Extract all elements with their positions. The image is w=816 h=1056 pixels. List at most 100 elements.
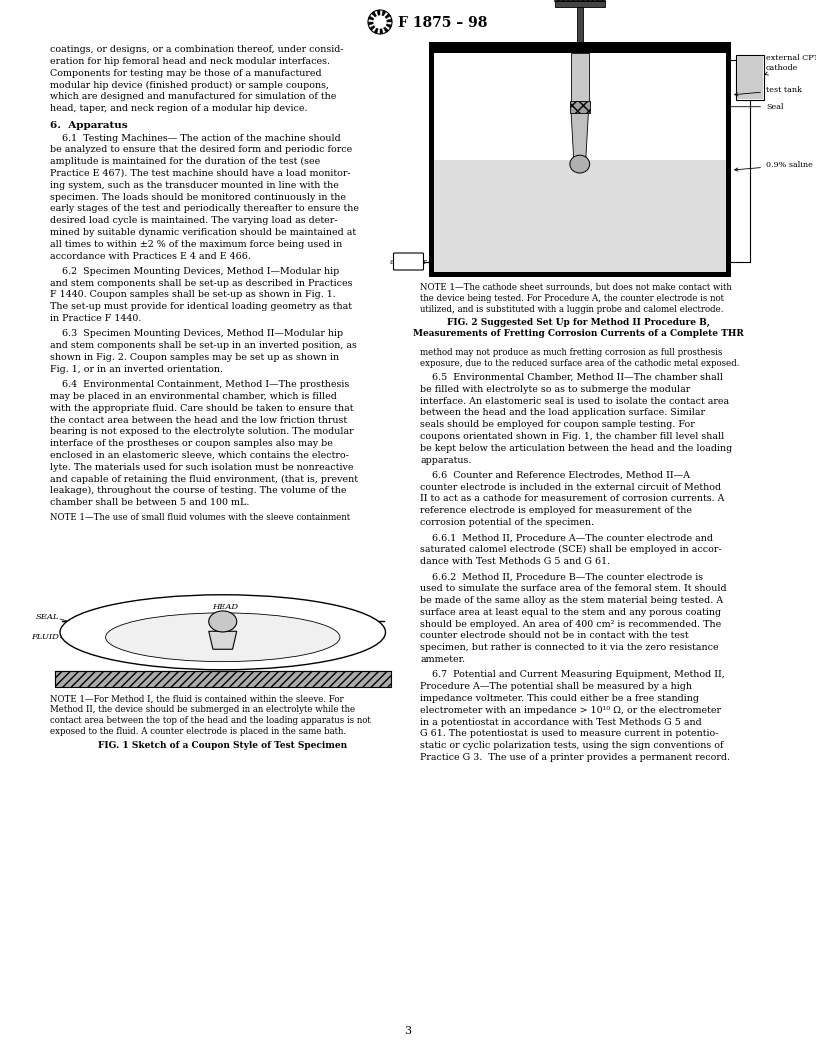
Polygon shape [434,161,725,271]
Text: in a potentiostat in accordance with Test Methods G 5 and: in a potentiostat in accordance with Tes… [420,717,703,727]
Text: be made of the same alloy as the stem material being tested. A: be made of the same alloy as the stem ma… [420,596,724,605]
Text: may be placed in an environmental chamber, which is filled: may be placed in an environmental chambe… [50,392,337,401]
Polygon shape [387,19,392,22]
Text: 6.  Apparatus: 6. Apparatus [50,120,127,130]
Text: 6.7  Potential and Current Measuring Equipment, Method II,: 6.7 Potential and Current Measuring Equi… [420,671,725,679]
Text: the contact area between the head and the low friction thrust: the contact area between the head and th… [50,415,347,425]
Text: saturated calomel electrode (SCE) shall be employed in accor-: saturated calomel electrode (SCE) shall … [420,545,722,554]
Polygon shape [368,16,374,20]
Text: Fig. 1, or in an inverted orientation.: Fig. 1, or in an inverted orientation. [50,364,223,374]
Text: the device being tested. For Procedure A, the counter electrode is not: the device being tested. For Procedure A… [420,294,725,303]
Polygon shape [385,14,390,19]
Polygon shape [577,7,583,42]
Text: early stages of the test and periodically thereafter to ensure the: early stages of the test and periodicall… [50,204,359,213]
Text: 6.2  Specimen Mounting Devices, Method I—Modular hip: 6.2 Specimen Mounting Devices, Method I—… [50,267,339,276]
Text: NOTE 1—For Method I, the fluid is contained within the sleeve. For: NOTE 1—For Method I, the fluid is contai… [50,694,344,703]
Polygon shape [55,672,391,687]
Text: II to act as a cathode for measurement of corrosion currents. A: II to act as a cathode for measurement o… [420,494,725,504]
Text: exposed to the fluid. A counter electrode is placed in the same bath.: exposed to the fluid. A counter electrod… [50,727,346,736]
Text: dance with Test Methods G 5 and G 61.: dance with Test Methods G 5 and G 61. [420,557,610,566]
Text: be filled with electrolyte so as to submerge the modular: be filled with electrolyte so as to subm… [420,384,691,394]
Polygon shape [725,45,731,277]
Text: FIG. 1 Sketch of a Coupon Style of Test Specimen: FIG. 1 Sketch of a Coupon Style of Test … [98,740,348,750]
Polygon shape [570,107,589,161]
Text: apparatus.: apparatus. [420,455,472,465]
Text: between the head and the load application surface. Similar: between the head and the load applicatio… [420,409,706,417]
Circle shape [375,17,385,26]
Text: interface. An elastomeric seal is used to isolate the contact area: interface. An elastomeric seal is used t… [420,397,730,406]
Text: utilized, and is substituted with a luggin probe and calomel electrode.: utilized, and is substituted with a lugg… [420,304,724,314]
Text: FLUID: FLUID [31,634,59,641]
Text: bearing is not exposed to the electrolyte solution. The modular: bearing is not exposed to the electrolyt… [50,428,353,436]
Text: 6.6.1  Method II, Procedure A—The counter electrode and: 6.6.1 Method II, Procedure A—The counter… [420,533,713,543]
Text: Practice G 3.  The use of a printer provides a permanent record.: Practice G 3. The use of a printer provi… [420,753,730,761]
Text: Practice E 467). The test machine should have a load monitor-: Practice E 467). The test machine should… [50,169,351,177]
Text: head, taper, and neck region of a modular hip device.: head, taper, and neck region of a modula… [50,103,308,113]
Text: 6.1  Testing Machines— The action of the machine should: 6.1 Testing Machines— The action of the … [50,133,341,143]
Text: 3: 3 [405,1026,411,1036]
Text: corrosion potential of the specimen.: corrosion potential of the specimen. [420,518,595,527]
Text: 6.5  Environmental Chamber, Method II—The chamber shall: 6.5 Environmental Chamber, Method II—The… [420,373,724,382]
Polygon shape [380,29,383,34]
Text: NOTE 1—The use of small fluid volumes with the sleeve containment: NOTE 1—The use of small fluid volumes wi… [50,513,350,523]
Text: shown in Fig. 2. Coupon samples may be set up as shown in: shown in Fig. 2. Coupon samples may be s… [50,353,339,362]
Text: mined by suitable dynamic verification should be maintained at: mined by suitable dynamic verification s… [50,228,356,237]
Text: 6.6.2  Method II, Procedure B—The counter electrode is: 6.6.2 Method II, Procedure B—The counter… [420,572,703,582]
Text: lyte. The materials used for such isolation must be nonreactive: lyte. The materials used for such isolat… [50,463,353,472]
Text: electrometer with an impedance > 10¹⁰ Ω, or the electrometer: electrometer with an impedance > 10¹⁰ Ω,… [420,705,721,715]
FancyBboxPatch shape [393,253,424,270]
Text: amplitude is maintained for the duration of the test (see: amplitude is maintained for the duration… [50,157,320,166]
Text: 6.3  Specimen Mounting Devices, Method II—Modular hip: 6.3 Specimen Mounting Devices, Method II… [50,329,343,338]
Text: be kept below the articulation between the head and the loading: be kept below the articulation between t… [420,444,733,453]
Polygon shape [570,100,590,113]
Ellipse shape [60,595,385,670]
Text: static or cyclic polarization tests, using the sign conventions of: static or cyclic polarization tests, usi… [420,741,724,750]
Polygon shape [384,27,388,33]
Polygon shape [555,1,605,7]
Text: Seal: Seal [593,102,783,111]
Text: eration for hip femoral head and neck modular interfaces.: eration for hip femoral head and neck mo… [50,57,330,65]
Text: surface area at least equal to the stem and any porous coating: surface area at least equal to the stem … [420,608,721,617]
Ellipse shape [570,155,590,173]
Text: coupons orientated shown in Fig. 1, the chamber fill level shall: coupons orientated shown in Fig. 1, the … [420,432,725,441]
Text: and stem components shall be set-up in an inverted position, as: and stem components shall be set-up in a… [50,341,357,351]
Text: should be employed. An area of 400 cm² is recommended. The: should be employed. An area of 400 cm² i… [420,620,721,628]
Text: ing system, such as the transducer mounted in line with the: ing system, such as the transducer mount… [50,181,339,190]
Text: with the appropriate fluid. Care should be taken to ensure that: with the appropriate fluid. Care should … [50,403,353,413]
Text: interface of the prostheses or coupon samples also may be: interface of the prostheses or coupon sa… [50,439,333,448]
Text: used to simulate the surface area of the femoral stem. It should: used to simulate the surface area of the… [420,584,727,593]
Text: impedance voltmeter. This could either be a free standing: impedance voltmeter. This could either b… [420,694,699,703]
Text: 0.9% saline: 0.9% saline [734,162,813,171]
Text: The set-up must provide for identical loading geometry as that: The set-up must provide for identical lo… [50,302,352,312]
Text: desired load cycle is maintained. The varying load as deter-: desired load cycle is maintained. The va… [50,216,338,225]
Text: coatings, or designs, or a combination thereof, under consid-: coatings, or designs, or a combination t… [50,45,344,54]
Polygon shape [736,55,764,100]
Text: CONE: CONE [239,637,265,644]
Text: 6.6  Counter and Reference Electrodes, Method II—A: 6.6 Counter and Reference Electrodes, Me… [420,471,690,479]
Text: ammeter.: ammeter. [420,655,466,664]
Text: reference electrode is employed for measurement of the: reference electrode is employed for meas… [420,506,693,515]
Text: and stem components shall be set-up as described in Practices: and stem components shall be set-up as d… [50,279,353,287]
Polygon shape [428,42,731,53]
Polygon shape [386,24,392,29]
Text: NOTE 1—The cathode sheet surrounds, but does not make contact with: NOTE 1—The cathode sheet surrounds, but … [420,283,732,293]
Text: counter electrode should not be in contact with the test: counter electrode should not be in conta… [420,631,690,640]
Polygon shape [377,10,380,15]
Text: HEAD: HEAD [211,603,237,611]
Text: exposure, due to the reduced surface area of the cathodic metal exposed.: exposure, due to the reduced surface are… [420,359,740,367]
Ellipse shape [105,612,340,662]
Text: G 61. The potentiostat is used to measure current in potentio-: G 61. The potentiostat is used to measur… [420,730,719,738]
Polygon shape [371,12,376,17]
Text: leakage), throughout the course of testing. The volume of the: leakage), throughout the course of testi… [50,487,347,495]
Text: Procedure A—The potential shall be measured by a high: Procedure A—The potential shall be measu… [420,682,693,691]
Polygon shape [374,29,378,34]
Text: modular hip device (finished product) or sample coupons,: modular hip device (finished product) or… [50,80,329,90]
Text: 6.4  Environmental Containment, Method I—The prosthesis: 6.4 Environmental Containment, Method I—… [50,380,349,389]
Text: external CPTi
cathode: external CPTi cathode [765,55,816,75]
Text: FIG. 2 Suggested Set Up for Method II Procedure B,
Measurements of Fretting Corr: FIG. 2 Suggested Set Up for Method II Pr… [413,318,743,338]
Text: be analyzed to ensure that the desired form and periodic force: be analyzed to ensure that the desired f… [50,146,353,154]
Polygon shape [428,45,434,277]
Polygon shape [570,53,589,107]
Text: and capable of retaining the fluid environment, (that is, prevent: and capable of retaining the fluid envir… [50,474,358,484]
Polygon shape [737,56,763,99]
